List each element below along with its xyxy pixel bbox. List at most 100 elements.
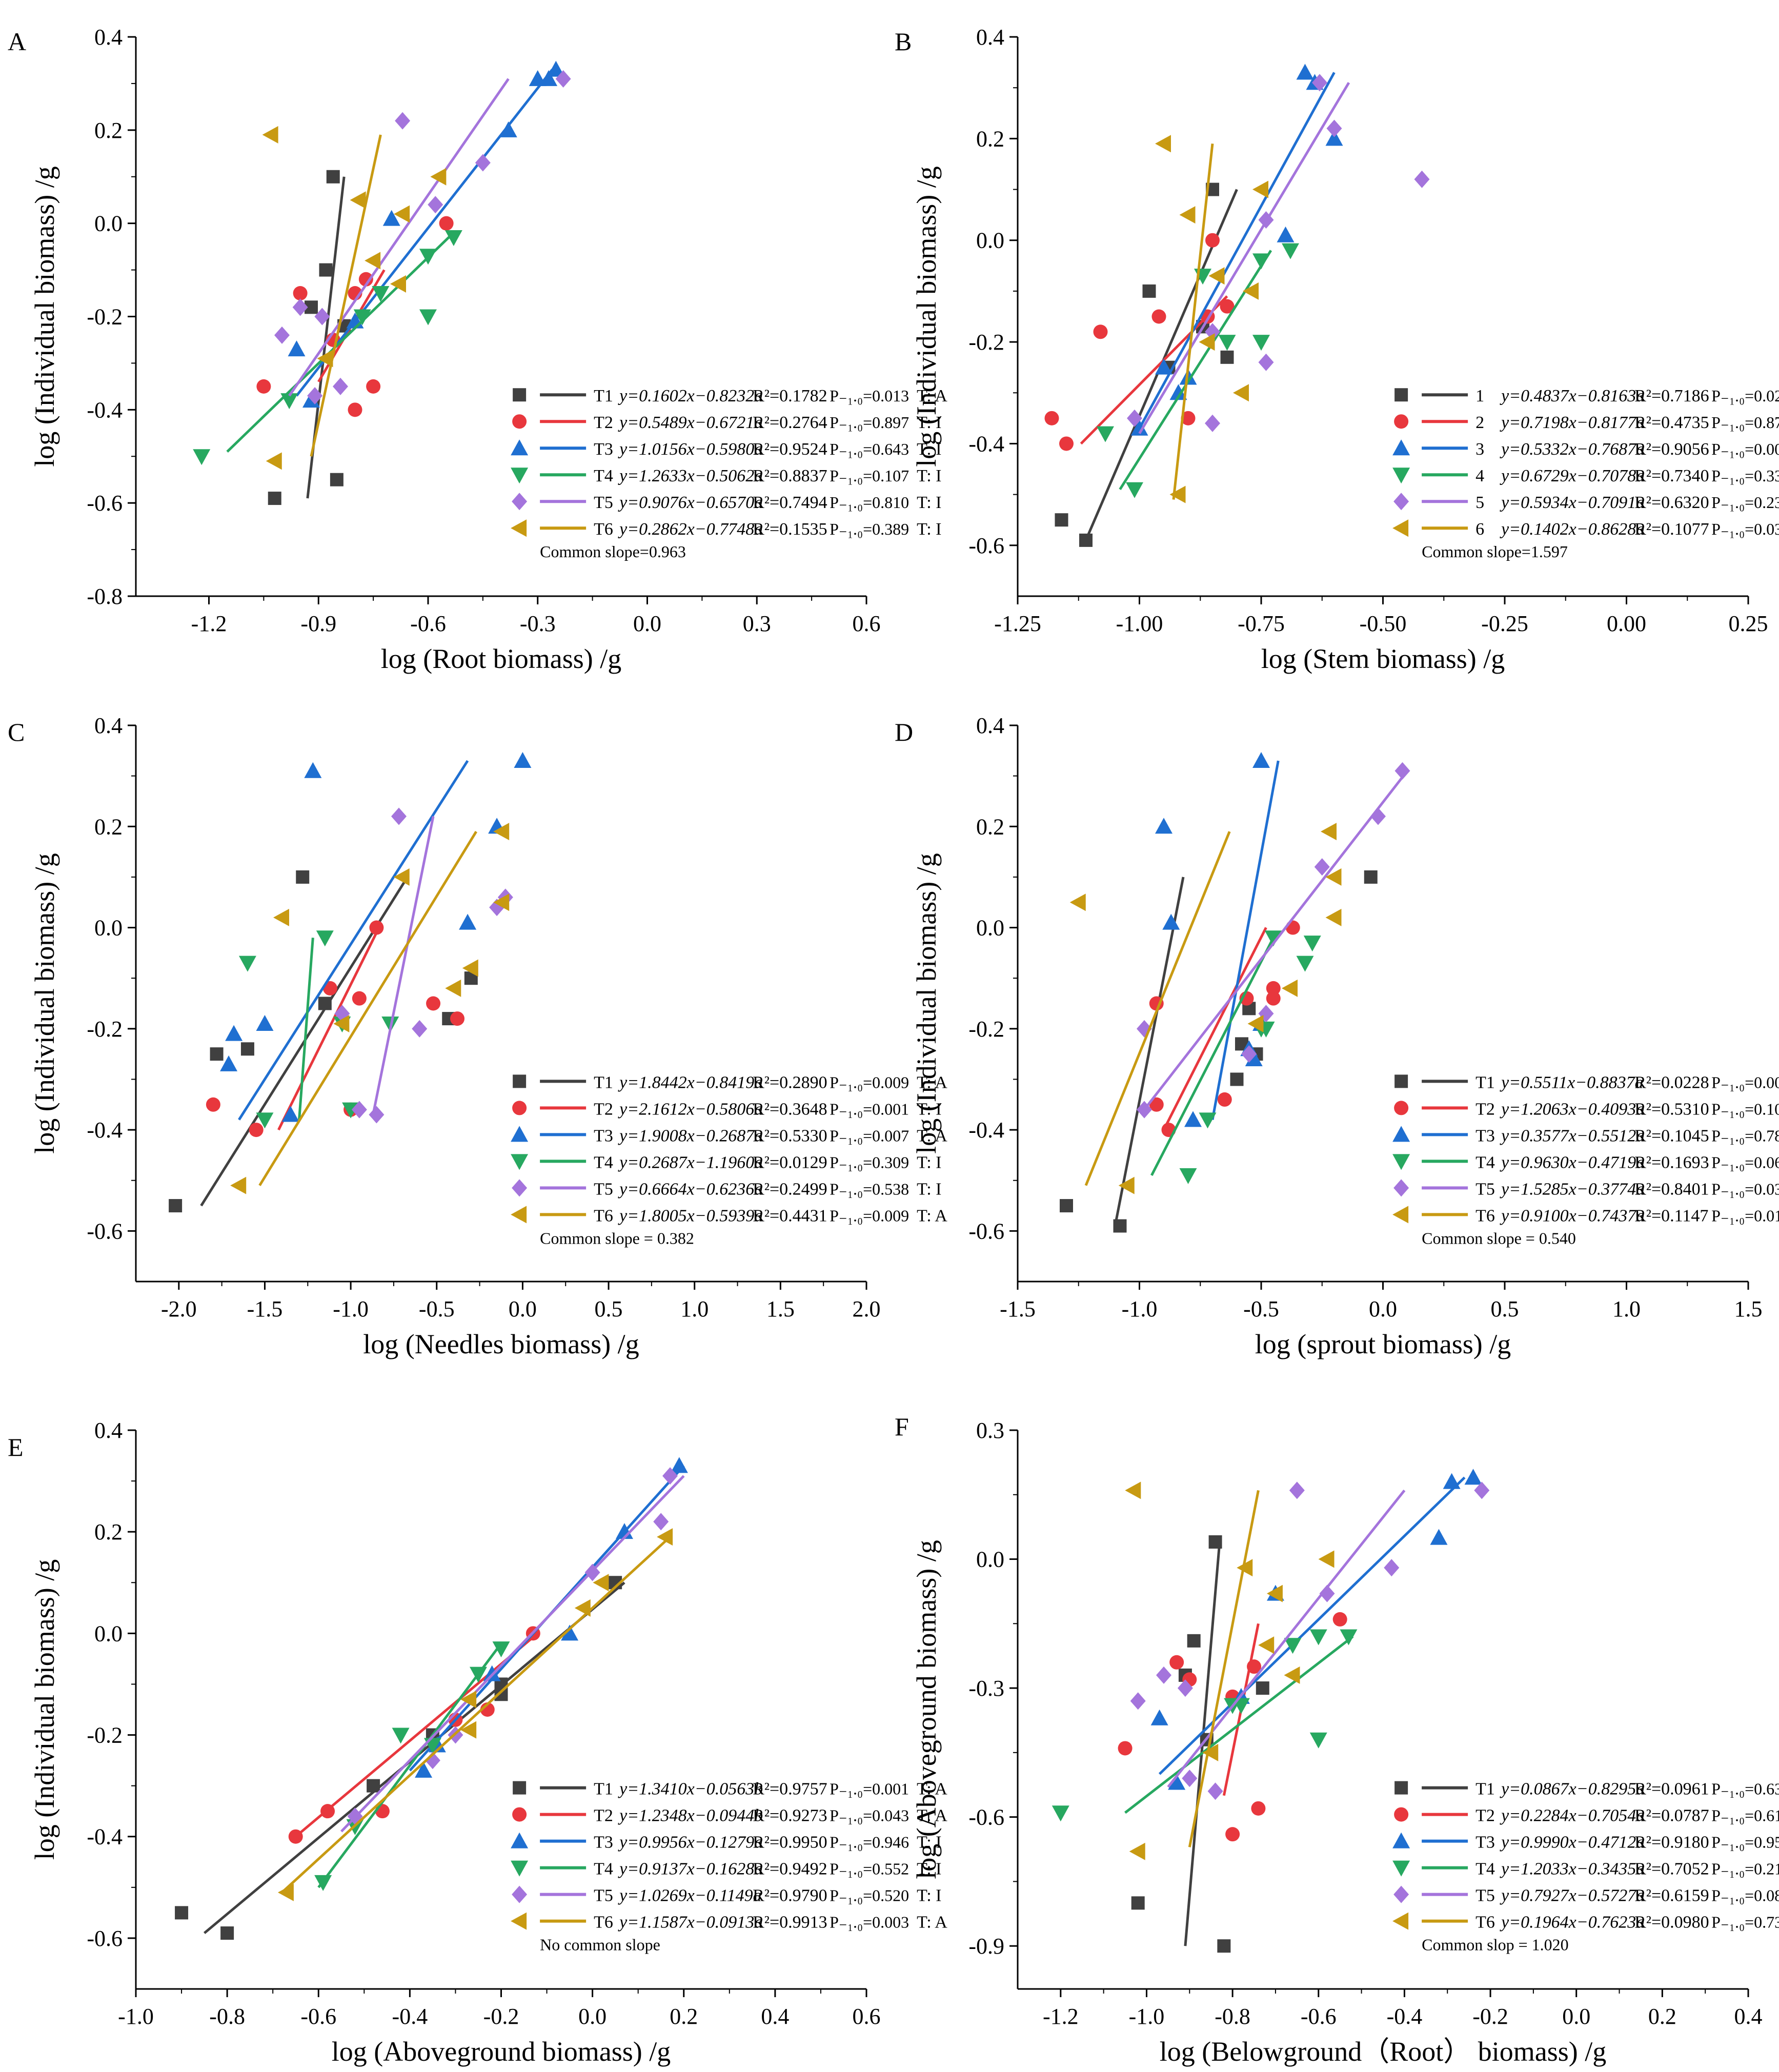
- data-point: [1277, 226, 1295, 242]
- data-point: [493, 823, 510, 841]
- legend-r2: R²=0.0787: [1634, 1806, 1709, 1825]
- data-point: [392, 1728, 410, 1744]
- data-point: [1296, 956, 1314, 972]
- y-tick-label: -0.6: [87, 1926, 123, 1951]
- data-point: [670, 1457, 688, 1473]
- data-point: [584, 1563, 600, 1581]
- x-tick-label: -1.2: [1043, 2004, 1079, 2029]
- data-point: [1464, 1469, 1482, 1485]
- data-point: [1205, 233, 1220, 248]
- data-point: [1150, 1709, 1168, 1725]
- legend-series-name: T4: [1475, 1860, 1495, 1879]
- y-tick-label: 0.4: [976, 713, 1004, 738]
- legend-t: T: A: [917, 1913, 947, 1932]
- data-point: [193, 449, 211, 465]
- legend-t: T: A: [917, 1780, 947, 1799]
- legend-marker: [512, 1179, 528, 1197]
- data-point: [350, 191, 366, 209]
- legend-p: P₋₁.₀=0.237: [1711, 493, 1779, 512]
- data-point: [450, 1011, 464, 1026]
- legend-marker: [1392, 468, 1410, 484]
- data-point: [1414, 170, 1430, 188]
- x-tick-label: -1.5: [1000, 1296, 1036, 1322]
- legend-marker: [1392, 1860, 1410, 1877]
- fit-line: [1211, 760, 1280, 1120]
- y-axis-label: log (Individual biomass) /g: [29, 1559, 60, 1860]
- data-point: [529, 70, 547, 86]
- legend-equation: y=0.5489x−0.6721a: [618, 413, 763, 432]
- y-tick-label: -0.4: [87, 397, 123, 422]
- legend-r2: R²=0.2499: [753, 1180, 827, 1198]
- legend-t: T: A: [917, 1206, 947, 1225]
- data-point: [1182, 1770, 1198, 1787]
- legend-marker: [1394, 1807, 1409, 1822]
- data-point: [1127, 409, 1142, 427]
- data-point: [412, 1020, 428, 1038]
- series-t1: [175, 1576, 625, 1940]
- legend-marker: [1394, 1074, 1408, 1088]
- data-point: [419, 249, 437, 265]
- y-tick-label: -0.4: [87, 1824, 123, 1850]
- data-point: [1184, 1111, 1202, 1127]
- fit-line: [295, 1632, 539, 1838]
- legend-series-name: T3: [594, 1126, 613, 1145]
- data-point: [439, 216, 454, 231]
- data-point: [240, 1042, 254, 1056]
- legend-p: P₋₁.₀=0.043: [830, 1806, 909, 1825]
- data-point: [369, 920, 384, 935]
- fit-line: [1188, 1490, 1260, 1847]
- x-tick-label: -1.2: [191, 611, 227, 636]
- fit-line: [281, 1536, 671, 1894]
- data-point: [1370, 807, 1386, 825]
- data-point: [1179, 1168, 1197, 1184]
- legend-equation: y=0.7198x−0.8177a: [1500, 413, 1645, 432]
- data-point: [1181, 411, 1196, 425]
- y-tick-label: -0.6: [87, 1218, 123, 1244]
- legend-equation: y=0.6729x−0.7078a: [1500, 466, 1645, 485]
- y-tick-label: 0.0: [94, 1621, 123, 1646]
- legend-r2: R²=0.4431: [753, 1206, 827, 1225]
- x-tick-label: 0.3: [743, 611, 771, 636]
- fit-line: [310, 134, 382, 457]
- data-point: [1251, 1801, 1266, 1816]
- x-tick-label: -0.8: [209, 2004, 245, 2029]
- legend-equation: y=0.2687x−1.1960a: [618, 1153, 763, 1172]
- legend-marker: [1394, 414, 1409, 429]
- data-point: [1168, 1774, 1186, 1790]
- legend-series-name: T2: [1475, 1806, 1495, 1825]
- fit-line: [238, 760, 469, 1121]
- legend-p: P₋₁.₀=0.634: [1711, 1780, 1779, 1798]
- legend-p: P₋₁.₀=0.001: [830, 1780, 909, 1798]
- y-tick-label: -0.2: [968, 330, 1004, 355]
- data-point: [1325, 130, 1343, 146]
- data-point: [1126, 482, 1143, 498]
- legend-series-name: 5: [1475, 493, 1484, 512]
- legend-p: P₋₁.₀=0.107: [830, 466, 909, 485]
- series-t4: [1150, 930, 1321, 1184]
- data-point: [1312, 74, 1327, 92]
- legend-p: P₋₁.₀=0.389: [830, 520, 909, 538]
- panel-f: F -1.2 -1.0 -0.8 -0.6 -0.4 -0.2 0.0 0.2 0.4 -0.9 -0…: [895, 1412, 1779, 2067]
- data-point: [169, 1199, 183, 1213]
- data-point: [369, 1106, 385, 1124]
- legend-series-name: T4: [594, 466, 613, 485]
- x-tick-label: 0.4: [761, 2004, 789, 2029]
- legend-r2: R²=0.3648: [753, 1100, 827, 1119]
- legend-marker: [513, 1781, 527, 1795]
- data-point: [320, 1804, 335, 1819]
- data-point: [1129, 1842, 1145, 1860]
- common-slope-note: Common slope=1.597: [1422, 542, 1568, 561]
- legend-t: T: A: [917, 1126, 947, 1145]
- data-point: [1059, 436, 1074, 451]
- series-t5: [1137, 762, 1410, 1119]
- legend-r2: R²=0.2890: [753, 1073, 827, 1092]
- y-tick-label: -0.8: [87, 584, 123, 609]
- fit-line: [288, 78, 510, 397]
- legend-item: T1y=0.0867x−0.8295aR²=0.0961P₋₁.₀=0.634T…: [1394, 1780, 1779, 1799]
- x-tick-label: 0.0: [509, 1296, 537, 1322]
- data-point: [351, 1101, 367, 1119]
- common-slope-note: No common slope: [540, 1936, 660, 1954]
- legend-series-name: T1: [1475, 1780, 1495, 1799]
